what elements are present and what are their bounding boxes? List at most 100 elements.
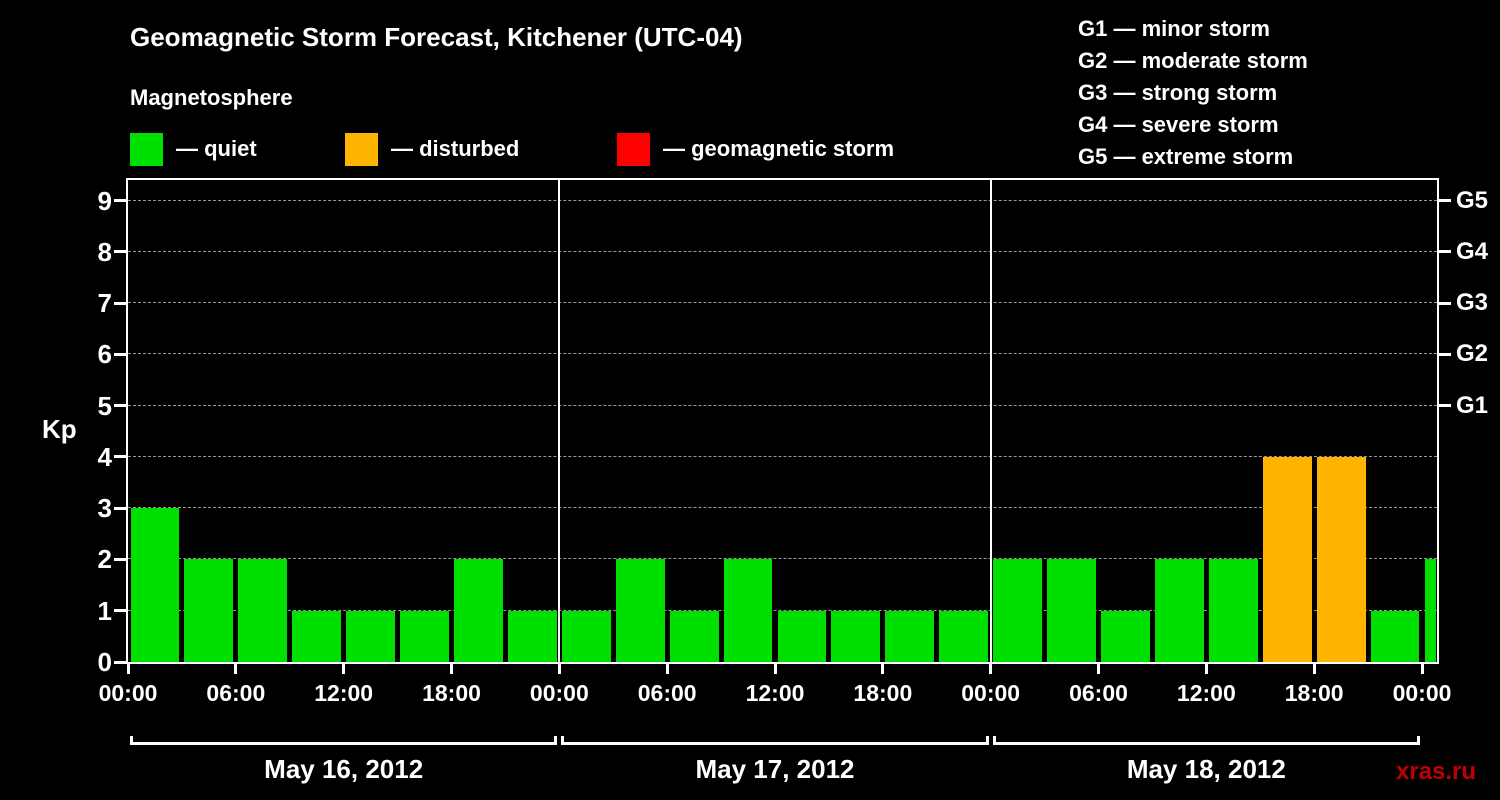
disturbed-color-swatch (345, 132, 378, 166)
legend-label-storm: — geomagnetic storm (663, 136, 895, 161)
legend-item-disturbed: — disturbed (345, 132, 519, 166)
kp-bar (831, 610, 881, 662)
y-tick-label: 7 (97, 288, 112, 319)
x-tick (557, 662, 561, 674)
y-tick (114, 404, 126, 408)
x-tick (989, 662, 993, 674)
chart-subtitle: Magnetosphere (130, 85, 293, 110)
kp-bar (993, 559, 1043, 662)
x-tick-label: 06:00 (637, 680, 697, 706)
day-bracket (130, 736, 558, 745)
x-tick (126, 662, 130, 674)
gridline-kp-4 (128, 455, 1437, 457)
y-tick (114, 455, 126, 459)
g-axis-label: G2 (1456, 340, 1489, 368)
kp-bar (561, 610, 611, 662)
storm-color-swatch (617, 132, 650, 166)
g-tick (1439, 352, 1451, 356)
kp-bar (292, 610, 342, 662)
gridline-kp-9 (128, 199, 1437, 201)
g-legend-item-g4: G4 — severe storm (1078, 112, 1279, 137)
gridline-kp-8 (128, 250, 1437, 252)
y-tick-label: 0 (97, 647, 112, 677)
g-axis-label: G4 (1456, 237, 1489, 265)
day-date-label: May 16, 2012 (264, 754, 424, 784)
y-tick (114, 609, 126, 613)
x-tick (450, 662, 453, 674)
kp-bar (885, 610, 935, 662)
x-tick-label: 18:00 (1284, 680, 1344, 706)
x-tick-label: 18:00 (853, 680, 913, 706)
day-bracket (561, 736, 989, 745)
x-tick-label: 18:00 (422, 680, 481, 706)
kp-bar (1316, 456, 1366, 662)
gridline-kp-6 (128, 353, 1437, 355)
kp-bar (1047, 559, 1096, 662)
gridline-kp-7 (128, 302, 1437, 304)
kp-bar (130, 508, 180, 662)
x-tick-label: 12:00 (314, 680, 374, 706)
x-tick-label: 00:00 (529, 680, 589, 706)
legend-label-disturbed: — disturbed (391, 136, 520, 161)
x-tick (665, 662, 669, 674)
kp-bar-partial (1424, 559, 1436, 662)
g-axis-label: G5 (1456, 186, 1489, 214)
x-tick-label: 00:00 (1392, 680, 1452, 706)
y-tick (114, 199, 126, 203)
day-date-label: May 18, 2012 (1126, 754, 1286, 784)
g-axis-label: G1 (1456, 391, 1489, 419)
y-tick-label: 5 (97, 390, 112, 421)
day-bracket (992, 736, 1420, 745)
y-tick-label: 1 (97, 595, 112, 626)
day-date-label: May 17, 2012 (695, 754, 855, 784)
kp-bar (939, 610, 989, 662)
kp-bar (454, 559, 503, 662)
y-tick-label: 2 (97, 544, 112, 575)
x-tick-label: 00:00 (98, 680, 158, 706)
g-legend-item-g5: G5 — extreme storm (1078, 144, 1294, 169)
kp-bar (400, 610, 449, 662)
g-tick (1439, 199, 1451, 203)
x-tick-label: 06:00 (206, 680, 266, 706)
y-tick-label: 4 (97, 441, 112, 472)
gridline-kp-5 (128, 404, 1437, 406)
y-tick (114, 506, 126, 510)
y-tick (114, 660, 126, 664)
legend-label-quiet: — quiet (176, 136, 257, 161)
x-tick (1420, 662, 1424, 674)
x-tick (1097, 662, 1100, 674)
gridline-kp-1 (128, 609, 1437, 611)
y-tick-label: 3 (97, 493, 112, 524)
x-tick (234, 662, 238, 674)
x-tick-label: 12:00 (1176, 680, 1236, 706)
gridline-kp-2 (128, 558, 1437, 560)
g-tick (1439, 404, 1451, 408)
y-tick (114, 557, 126, 561)
watermark: xras.ru (1396, 758, 1477, 785)
kp-bar (1101, 610, 1150, 662)
legend-item-quiet: — quiet (130, 132, 257, 166)
x-tick-label: 06:00 (1069, 680, 1128, 706)
kp-bar (238, 559, 288, 662)
kp-bar (1208, 559, 1258, 662)
y-tick (114, 250, 126, 254)
g-legend-item-g3: G3 — strong storm (1078, 80, 1278, 105)
x-tick (342, 662, 346, 674)
kp-bar (615, 559, 665, 662)
kp-bar (777, 610, 827, 662)
g-axis-label: G3 (1456, 289, 1489, 317)
gridline-kp-3 (128, 507, 1437, 509)
day-separator (989, 180, 992, 662)
y-tick (114, 301, 126, 305)
y-tick (114, 352, 126, 356)
g-tick (1439, 301, 1451, 305)
kp-bar (184, 559, 234, 662)
g-legend-item-g2: G2 — moderate storm (1078, 48, 1308, 73)
kp-bar (1154, 559, 1204, 662)
x-tick (773, 662, 777, 674)
g-scale-legend: G1 — minor storm G2 — moderate storm G3 — … (1078, 13, 1308, 173)
x-tick-label: 12:00 (745, 680, 805, 706)
kp-bar (723, 559, 773, 662)
kp-bar (346, 610, 396, 662)
